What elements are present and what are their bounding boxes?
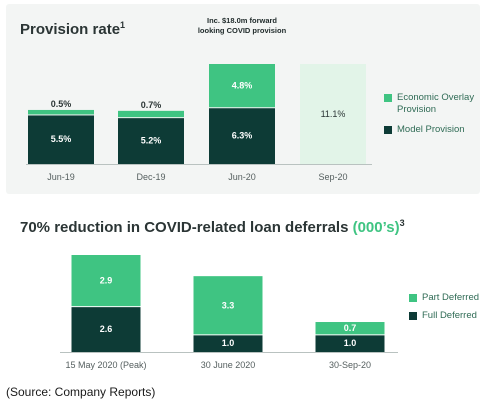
bar-label-model-provision-jun-19: 5.5%: [51, 134, 72, 144]
legend-item-model-provision: Model Provision: [384, 124, 465, 136]
legend-label-part-deferred: Part Deferred: [422, 292, 480, 303]
bar-economic-overlay-provision-jun-20: [209, 64, 275, 108]
x-tick-label-30-sep-20: 30-Sep-20: [329, 360, 371, 370]
legend-label-economic-overlay-2: Provision: [397, 104, 437, 115]
bar-label-model-provision-jun-20: 6.3%: [232, 131, 253, 141]
bar-full-deferred-30-sep-20: [315, 335, 385, 352]
source-note: (Source: Company Reports): [6, 385, 156, 399]
x-tick-label-dec-19: Dec-19: [136, 172, 165, 182]
annotation-line-1: Inc. $18.0m forward: [207, 16, 277, 25]
x-tick-label-jun-20: Jun-20: [228, 172, 256, 182]
loan-deferrals-title: 70% reduction in COVID-related loan defe…: [20, 218, 405, 236]
bar-label-model-provision-dec-19: 5.2%: [141, 136, 162, 146]
legend-item-full-deferred: Full Deferred: [409, 310, 477, 322]
legend-swatch-economic-overlay: [384, 94, 392, 102]
bar-model-provision-jun-19: [28, 115, 94, 164]
bar-economic-overlay-provision-jun-19: [28, 109, 94, 115]
bar-part-deferred-15-may-2020-peak: [71, 255, 141, 307]
bar-label-economic-overlay-provision-jun-19: 0.5%: [51, 99, 72, 109]
bar-part-deferred-30-sep-20: [315, 322, 385, 335]
legend-item-economic-overlay: Economic Overlay Provision: [384, 92, 474, 116]
bar-label-economic-overlay-provision-jun-20: 4.8%: [232, 81, 253, 91]
bar-part-deferred-30-june-2020: [193, 276, 263, 335]
bar-full-deferred-15-may-2020-peak: [71, 307, 141, 352]
bar-model-provision-jun-20: [209, 108, 275, 164]
bar-label-part-deferred-30-june-2020: 3.3: [222, 300, 235, 310]
bar-total-sep-20: [300, 64, 366, 164]
bar-model-provision-dec-19: [118, 118, 184, 164]
x-tick-label-sep-20: Sep-20: [318, 172, 347, 182]
bar-label-full-deferred-15-may-2020-peak: 2.6: [100, 324, 113, 334]
legend-label-economic-overlay: Economic Overlay: [397, 92, 475, 103]
provision-rate-title: Provision rate1: [20, 20, 126, 38]
x-tick-label-15-may-2020-peak: 15 May 2020 (Peak): [65, 360, 146, 370]
legend-label-model-provision: Model Provision: [397, 124, 465, 135]
legend-swatch-part-deferred: [409, 294, 417, 302]
bar-label-part-deferred-15-may-2020-peak: 2.9: [100, 276, 113, 286]
bar-label-full-deferred-30-june-2020: 1.0: [222, 338, 235, 348]
legend-swatch-full-deferred: [409, 312, 417, 320]
bar-label-part-deferred-30-sep-20: 0.7: [344, 323, 357, 333]
bar-label-economic-overlay-provision-dec-19: 0.7%: [141, 100, 162, 110]
bar-full-deferred-30-june-2020: [193, 335, 263, 352]
legend-swatch-model-provision: [384, 126, 392, 134]
bar-label-full-deferred-30-sep-20: 1.0: [344, 338, 357, 348]
legend-item-part-deferred: Part Deferred: [409, 292, 479, 304]
annotation-line-2: looking COVID provision: [198, 26, 287, 35]
bar-label-total-sep-20: 11.1%: [321, 109, 346, 119]
x-tick-label-30-june-2020: 30 June 2020: [201, 360, 256, 370]
x-tick-label-jun-19: Jun-19: [47, 172, 75, 182]
bar-economic-overlay-provision-dec-19: [118, 110, 184, 118]
legend-label-full-deferred: Full Deferred: [422, 310, 477, 321]
